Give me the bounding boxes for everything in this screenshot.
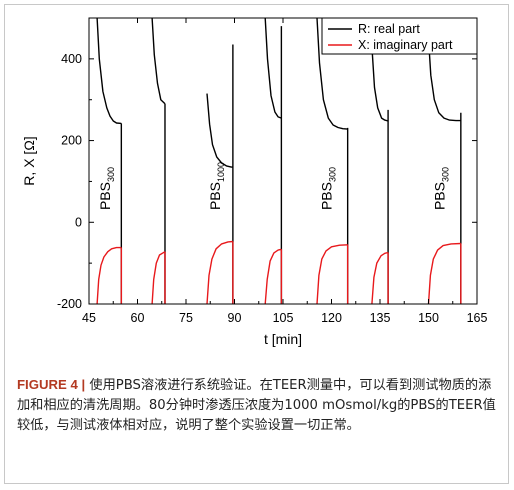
series-1-segment-3 (264, 248, 282, 304)
x-axis-label: t [min] (264, 331, 302, 347)
annotation-3: PBS300 (432, 167, 451, 210)
series-0-segment-5 (371, 46, 389, 122)
legend-label-1: X: imaginary part (358, 38, 453, 52)
y-tick-label-1: 0 (75, 215, 82, 229)
series-1-segment-5 (371, 251, 389, 304)
y-tick-label-2: 200 (61, 134, 82, 148)
x-tick-label-2: 75 (179, 311, 193, 325)
series-0-segment-1 (151, 18, 166, 105)
x-tick-label-4: 105 (273, 311, 294, 325)
x-tick-label-3: 90 (228, 311, 242, 325)
series-1-segment-2 (206, 240, 233, 304)
series-1-segment-0 (96, 246, 122, 304)
series-0-segment-4 (316, 18, 348, 130)
x-tick-label-0: 45 (82, 311, 96, 325)
series-1-segment-1 (151, 251, 166, 304)
series-0-segment-2 (206, 93, 233, 168)
y-tick-label-0: -200 (57, 297, 82, 311)
series-0-segment-6 (427, 38, 461, 122)
y-axis-label: R, X [Ω] (21, 136, 37, 185)
legend-box (321, 17, 478, 55)
y-tick-label-3: 400 (61, 52, 82, 66)
annotation-0: PBS300 (97, 167, 116, 210)
x-tick-label-6: 135 (370, 311, 391, 325)
series-1-segment-6 (427, 242, 461, 304)
caption-label: FIGURE 4 | (17, 377, 86, 392)
x-tick-label-1: 60 (131, 311, 145, 325)
x-tick-label-7: 150 (418, 311, 439, 325)
caption-text: 使用PBS溶液进行系统验证。在TEER测量中，可以看到测试物质的添加和相应的清洗… (17, 378, 496, 433)
series-0-segment-3 (264, 18, 282, 119)
figure-frame (4, 4, 509, 484)
x-tick-label-8: 165 (467, 311, 488, 325)
series-1-segment-4 (316, 244, 348, 304)
annotation-1: PBS1000 (207, 162, 226, 210)
legend-label-0: R: real part (358, 22, 420, 36)
figure-caption: FIGURE 4 | 使用PBS溶液进行系统验证。在TEER测量中，可以看到测试… (17, 375, 499, 436)
annotation-2: PBS300 (319, 167, 338, 210)
teer-chart: PBS300 PBS1000 PBS300 PBS300 45 60 75 90 105 120… (21, 17, 488, 347)
x-tick-label-5: 120 (321, 311, 342, 325)
plot-border (88, 17, 478, 305)
series-0-segment-0 (96, 18, 122, 125)
